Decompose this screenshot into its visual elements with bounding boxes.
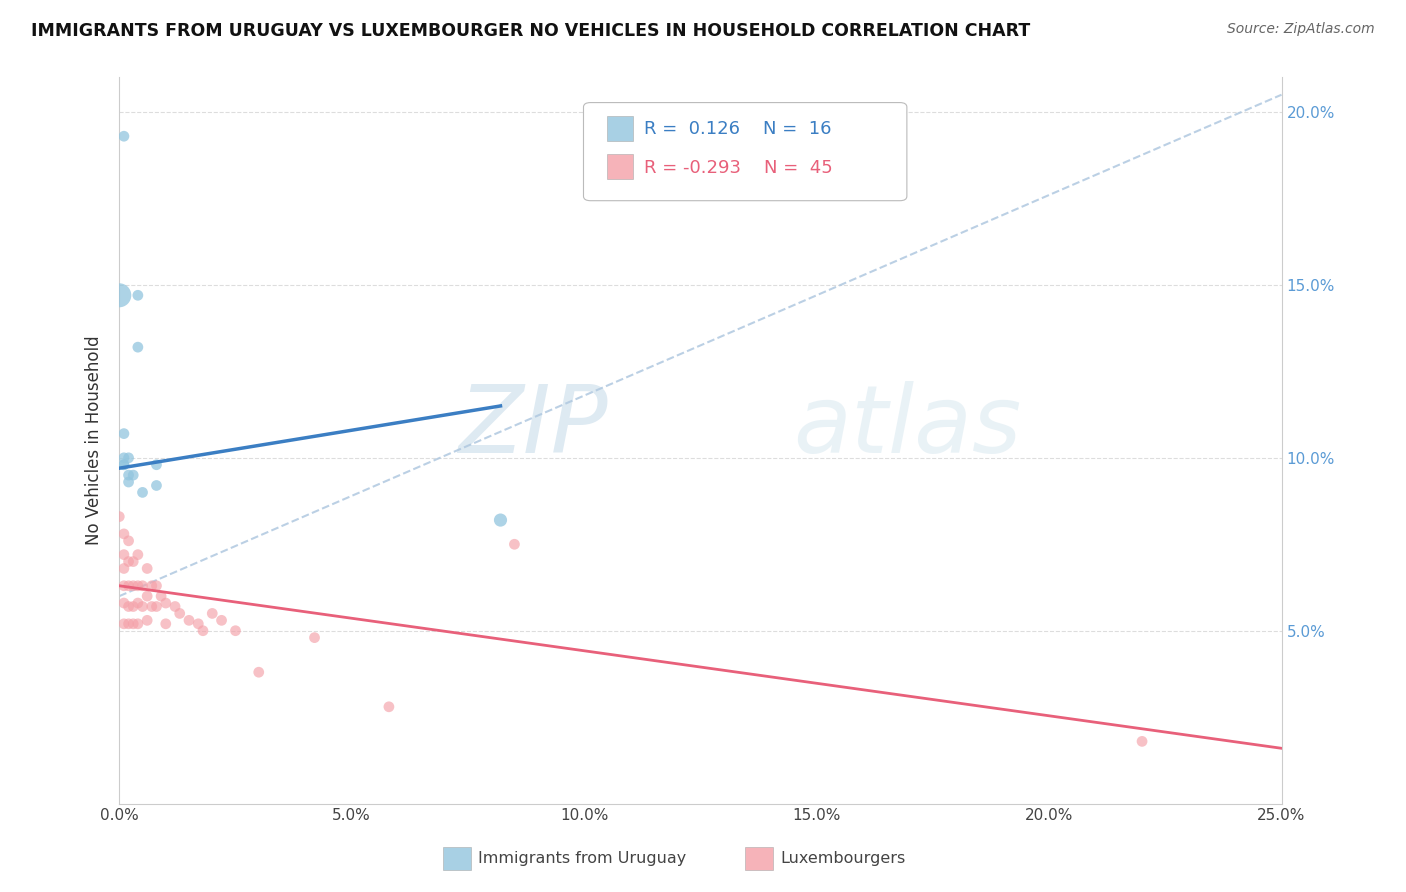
Point — [127, 288, 149, 302]
Point — [122, 555, 145, 569]
Y-axis label: No Vehicles in Household: No Vehicles in Household — [86, 335, 103, 545]
Point — [127, 616, 149, 631]
Point — [127, 340, 149, 354]
Point — [112, 548, 135, 562]
Text: IMMIGRANTS FROM URUGUAY VS LUXEMBOURGER NO VEHICLES IN HOUSEHOLD CORRELATION CHA: IMMIGRANTS FROM URUGUAY VS LUXEMBOURGER … — [31, 22, 1031, 40]
Point — [117, 599, 139, 614]
Point — [131, 579, 153, 593]
Point — [136, 561, 159, 575]
Text: R =  0.126    N =  16: R = 0.126 N = 16 — [644, 120, 831, 138]
Point — [127, 596, 149, 610]
Point — [112, 579, 135, 593]
Point — [165, 599, 187, 614]
Point — [122, 468, 145, 483]
Point — [112, 458, 135, 472]
Point — [117, 533, 139, 548]
Text: atlas: atlas — [793, 381, 1022, 472]
Text: Immigrants from Uruguay: Immigrants from Uruguay — [478, 852, 686, 866]
Point — [112, 527, 135, 541]
Point — [150, 589, 173, 603]
Point — [155, 596, 177, 610]
Text: Source: ZipAtlas.com: Source: ZipAtlas.com — [1227, 22, 1375, 37]
Point — [201, 607, 224, 621]
Text: R = -0.293    N =  45: R = -0.293 N = 45 — [644, 159, 832, 177]
Point — [122, 579, 145, 593]
Point — [224, 624, 246, 638]
Point — [108, 509, 131, 524]
Point — [211, 613, 233, 627]
Point — [117, 475, 139, 489]
Point — [117, 616, 139, 631]
Point — [131, 485, 153, 500]
Point — [122, 599, 145, 614]
Point — [112, 426, 135, 441]
Point — [503, 537, 526, 551]
Point — [117, 468, 139, 483]
Point — [127, 548, 149, 562]
Point — [155, 616, 177, 631]
Point — [131, 599, 153, 614]
Point — [112, 450, 135, 465]
Point — [145, 458, 167, 472]
Point — [136, 613, 159, 627]
Point — [141, 579, 163, 593]
Point — [145, 599, 167, 614]
Point — [304, 631, 326, 645]
Point — [117, 579, 139, 593]
Point — [141, 599, 163, 614]
Point — [127, 579, 149, 593]
Point — [117, 450, 139, 465]
Point — [145, 478, 167, 492]
Point — [112, 458, 135, 472]
Point — [112, 129, 135, 144]
Point — [247, 665, 270, 680]
Point — [117, 555, 139, 569]
Point — [187, 616, 209, 631]
Point — [489, 513, 512, 527]
Point — [112, 561, 135, 575]
Point — [136, 589, 159, 603]
Point — [145, 579, 167, 593]
Point — [112, 596, 135, 610]
Point — [378, 699, 401, 714]
Point — [1130, 734, 1153, 748]
Point — [177, 613, 200, 627]
Point — [112, 616, 135, 631]
Point — [108, 288, 131, 302]
Point — [122, 616, 145, 631]
Text: ZIP: ZIP — [458, 381, 607, 472]
Point — [191, 624, 214, 638]
Point — [169, 607, 191, 621]
Text: Luxembourgers: Luxembourgers — [780, 852, 905, 866]
